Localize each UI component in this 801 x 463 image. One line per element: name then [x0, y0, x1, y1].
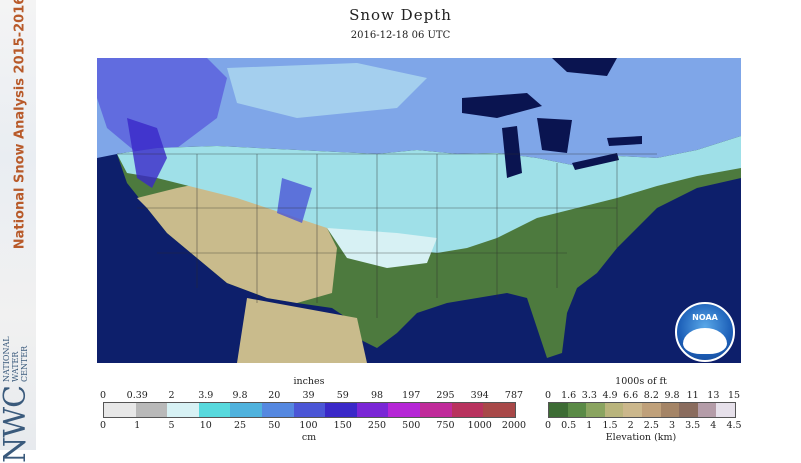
- cm-tick-label: 500: [402, 420, 421, 431]
- elevation-swatch: [641, 403, 661, 417]
- rockies-deep-snow: [127, 118, 167, 188]
- cm-tick-label: 1000: [467, 420, 492, 431]
- map-timestamp: 2016-12-18 06 UTC: [350, 30, 451, 41]
- inches-tick-label: 295: [436, 390, 455, 401]
- cm-tick-label: 1: [134, 420, 141, 431]
- elevation-swatch: [660, 403, 680, 417]
- lake-erie: [572, 153, 619, 170]
- map-title: Snow Depth: [349, 6, 452, 24]
- noaa-logo: NOAA: [675, 302, 735, 362]
- snow-depth-swatch: [420, 403, 452, 417]
- ft-tick-label: 6.6: [623, 390, 639, 401]
- sidebar: National Snow Analysis 2015-2016 NWC NAT…: [0, 0, 36, 463]
- inches-tick-label: 2: [168, 390, 175, 401]
- ft-title: 1000s of ft: [615, 376, 667, 387]
- colorado-deep-snow: [277, 178, 312, 223]
- elevation-swatch: [549, 403, 568, 417]
- snow-depth-colorbar: [103, 402, 516, 418]
- ft-tick-label: 13: [707, 390, 720, 401]
- canada-light-snow: [227, 63, 427, 118]
- lake-superior: [462, 93, 542, 118]
- inches-tick-label: 0: [99, 390, 107, 401]
- elevation-swatch: [567, 403, 587, 417]
- snow-depth-swatch: [104, 403, 136, 417]
- inches-title: inches: [293, 376, 325, 387]
- km-tick-label: 4: [710, 420, 717, 431]
- cm-title: cm: [301, 432, 317, 443]
- km-tick-label: 2: [627, 420, 634, 431]
- noaa-wave-icon: [683, 328, 727, 354]
- snow-depth-swatch: [388, 403, 421, 417]
- km-tick-label: 1: [586, 420, 593, 431]
- inches-tick-label: 197: [402, 390, 421, 401]
- cm-tick-label: 100: [299, 420, 318, 431]
- cm-tick-label: 50: [268, 420, 281, 431]
- cm-tick-label: 2000: [501, 420, 527, 431]
- snow-depth-legend: inches 0 0.39 2 3.9 9.8 20 39 59 98 197 295 394 787 …: [99, 376, 527, 443]
- plains-light-snow: [327, 228, 437, 268]
- snow-depth-swatch: [293, 403, 326, 417]
- snow-depth-swatch: [230, 403, 263, 417]
- snow-depth-swatch: [262, 403, 294, 417]
- cm-tick-label: 0: [99, 420, 107, 431]
- cm-tick-label: 150: [333, 420, 352, 431]
- inches-tick-label: 9.8: [232, 390, 248, 401]
- ft-tick-label: 11: [686, 390, 699, 401]
- elevation-swatch: [586, 403, 605, 417]
- km-tick-label: 3: [668, 420, 676, 431]
- inches-tick-label: 0.39: [126, 390, 148, 401]
- inches-tick-label: 98: [370, 390, 384, 401]
- snow-depth-swatch: [483, 403, 515, 417]
- state-borders: [117, 153, 657, 318]
- ft-tick-label: 8.2: [643, 390, 659, 401]
- lake-huron: [537, 118, 572, 153]
- cm-tick-label: 25: [233, 420, 247, 431]
- mexico-region: [237, 298, 367, 363]
- noaa-logo-label: NOAA: [692, 313, 718, 322]
- km-tick-label: 0: [544, 420, 552, 431]
- km-tick-label: 3.5: [685, 420, 701, 431]
- elevation-swatch: [604, 403, 624, 417]
- lake-michigan: [502, 126, 522, 178]
- elevation-swatch: [679, 403, 698, 417]
- ft-tick-label: 9.8: [664, 390, 680, 401]
- snow-depth-swatch: [167, 403, 199, 417]
- elevation-colorbar: [548, 402, 736, 418]
- inches-tick-label: 3.9: [198, 390, 214, 401]
- km-tick-label: 4.5: [726, 420, 742, 431]
- ft-tick-label: 1.6: [561, 390, 577, 401]
- ft-tick-label: 3.3: [581, 390, 597, 401]
- inches-tick-label: 59: [336, 390, 349, 401]
- ft-tick-label: 15: [727, 390, 741, 401]
- km-tick-label: 1.5: [602, 420, 618, 431]
- elevation-swatch: [716, 403, 735, 417]
- snow-depth-map: [97, 58, 741, 363]
- inches-tick-label: 39: [302, 390, 315, 401]
- inches-tick-label: 787: [504, 390, 524, 401]
- snow-depth-swatch: [198, 403, 231, 417]
- cm-tick-label: 750: [436, 420, 455, 431]
- elevation-swatch: [623, 403, 642, 417]
- inches-tick-label: 394: [470, 390, 489, 401]
- snow-depth-swatch: [356, 403, 389, 417]
- cm-tick-label: 250: [367, 420, 387, 431]
- km-title: Elevation (km): [605, 432, 677, 443]
- lake-ontario: [607, 136, 642, 146]
- ft-tick-label: 0: [544, 390, 552, 401]
- cm-tick-label: 5: [168, 420, 175, 431]
- inches-tick-label: 20: [268, 390, 281, 401]
- km-tick-label: 0.5: [561, 420, 577, 431]
- snow-depth-swatch: [325, 403, 357, 417]
- km-tick-label: 2.5: [643, 420, 659, 431]
- elevation-swatch: [697, 403, 717, 417]
- hudson-bay: [552, 58, 617, 76]
- ft-tick-label: 4.9: [602, 390, 618, 401]
- snow-depth-swatch: [451, 403, 484, 417]
- snow-depth-swatch: [135, 403, 168, 417]
- cm-tick-label: 10: [199, 420, 212, 431]
